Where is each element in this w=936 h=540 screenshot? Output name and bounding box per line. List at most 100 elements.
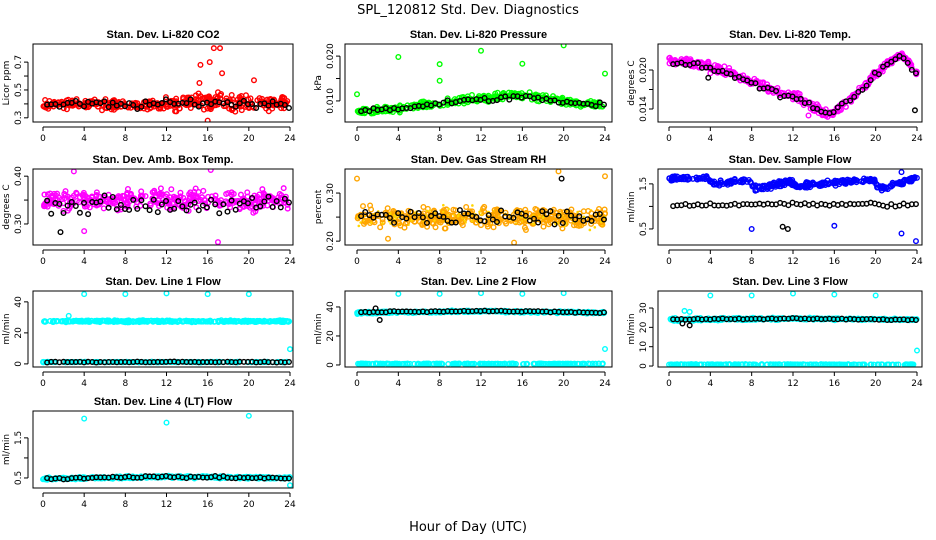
point-series [231, 318, 238, 325]
point-series [53, 318, 60, 325]
y-tick-label: 0.30 [326, 183, 336, 203]
point-hourly [452, 219, 459, 226]
point-hourly-outlier [686, 322, 693, 329]
point-series-fill [576, 210, 579, 214]
point-hourly [481, 218, 488, 225]
point-series [908, 175, 915, 182]
point-hourly [386, 214, 393, 221]
point-outlier [478, 291, 484, 297]
point-outlier [196, 79, 203, 86]
point-series [666, 55, 673, 62]
point-hourly [76, 209, 83, 216]
point-series-low [530, 360, 537, 367]
point-series [200, 106, 207, 113]
point-outlier [790, 291, 796, 297]
point-series [686, 175, 693, 182]
chart-title: SPL_120812 Std. Dev. Diagnostics [357, 3, 579, 18]
point-series-fill [393, 214, 396, 217]
point-series-low [378, 360, 385, 367]
point-hourly [510, 214, 517, 221]
point-series-fill [471, 204, 474, 207]
point-series [831, 317, 838, 324]
point-series [432, 224, 439, 231]
point-outlier [210, 45, 217, 52]
x-tick-label: 12 [475, 379, 486, 389]
point-series [536, 214, 543, 221]
point-outlier [681, 307, 688, 314]
point-series-low [848, 361, 855, 367]
points [666, 291, 921, 367]
point-hourly [224, 208, 231, 215]
point-series [218, 91, 225, 98]
point-series [497, 216, 504, 223]
point-series-low [589, 360, 596, 367]
point-hourly [493, 97, 500, 104]
point-series [159, 191, 166, 198]
point-hourly [244, 200, 251, 207]
point-hourly [253, 105, 260, 112]
point-hourly [72, 203, 79, 210]
point-series-low [509, 360, 516, 367]
point-hourly [596, 210, 603, 217]
point-hourly [428, 213, 435, 220]
point-series-low [561, 360, 568, 367]
point-series [162, 94, 169, 101]
point-series [552, 213, 559, 220]
point-series [416, 218, 423, 225]
point-series [459, 222, 466, 229]
point-series-low [479, 360, 486, 367]
point-series [728, 178, 735, 185]
panel-2: Stan. Dev. Li-820 Temp.0 4 8 12 16 20 240.0140… [627, 29, 923, 144]
point-hourly [134, 205, 141, 212]
point-outlier [748, 292, 755, 299]
x-tick-label: 24 [599, 257, 611, 267]
y-tick-label: 0.014 [639, 96, 649, 122]
x-tick-label: 24 [911, 134, 923, 144]
x-tick-label: 20 [870, 379, 882, 389]
point-hourly [56, 201, 63, 208]
point-series [793, 183, 800, 190]
point-series [896, 180, 903, 187]
x-tick-label: 12 [475, 134, 486, 144]
point-series [370, 217, 377, 224]
point-series [205, 193, 212, 200]
point-series [436, 218, 443, 225]
point-series [169, 318, 176, 325]
point-series [716, 180, 723, 187]
point-series [266, 318, 273, 325]
point-outlier [65, 312, 72, 319]
point-series [223, 191, 230, 198]
point-series-low [407, 360, 414, 367]
point-series [848, 179, 855, 186]
point-hourly-outlier [372, 305, 379, 312]
x-tick-label: 8 [437, 134, 443, 144]
point-hourly [76, 100, 83, 107]
point-series [512, 219, 519, 226]
point-series [445, 211, 452, 218]
point-hourly [485, 212, 492, 219]
points [354, 291, 609, 367]
point-series [157, 185, 164, 192]
x-tick-label: 0 [666, 257, 672, 267]
point-hourly [884, 61, 891, 68]
point-hourly [138, 103, 145, 110]
point-series [778, 178, 785, 185]
point-series [60, 200, 67, 207]
x-tick-label: 20 [870, 257, 882, 267]
point-outlier [122, 291, 129, 298]
point-series-low [433, 360, 440, 367]
x-tick-label: 8 [749, 257, 755, 267]
y-tick-label: 0.40 [14, 166, 24, 186]
point-hourly [395, 210, 402, 217]
point-hourly [830, 109, 837, 116]
point-series [736, 179, 743, 186]
x-tick-label: 16 [202, 379, 214, 389]
point-series [210, 99, 217, 106]
point-hourly [138, 197, 145, 204]
x-tick-label: 24 [284, 257, 296, 267]
point-hourly [489, 216, 496, 223]
point-series [195, 318, 202, 325]
